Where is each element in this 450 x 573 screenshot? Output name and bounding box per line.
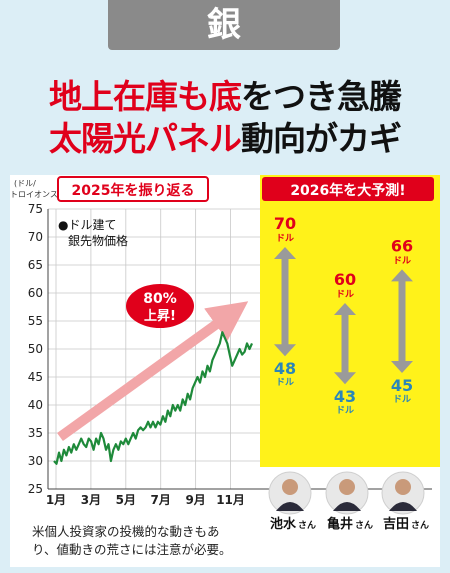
y-axis-label-bottom: トロイオンス) [10, 190, 61, 199]
forecast-arrow-up [274, 247, 296, 259]
forecast-label: 2026年を大予測! [290, 182, 405, 199]
y-tick-label: 50 [28, 342, 43, 356]
forecast-low-value: 45 [391, 376, 413, 395]
y-tick-label: 25 [28, 482, 43, 496]
x-tick-label: 7月 [151, 493, 171, 507]
forecast-arrow-down [334, 372, 356, 385]
avatar-suit-icon [333, 502, 361, 511]
headline-line-1: 地上在庫も底をつき急騰 [0, 70, 450, 118]
trend-arrow [57, 301, 249, 442]
y-tick-label: 65 [28, 258, 43, 272]
legend-entry-2: 銀先物価格 [68, 233, 128, 248]
avatar-suit-icon [389, 502, 417, 511]
callout-text: 上昇! [144, 309, 176, 324]
y-axis-label-top: (ドル/ [14, 179, 36, 188]
analyst-suffix: さん [411, 520, 429, 531]
forecast-arrow-up [391, 269, 413, 282]
avatar-face-icon [282, 479, 298, 495]
x-tick-label: 1月 [46, 493, 66, 507]
forecast-panel [260, 175, 440, 467]
forecast-high-unit: ドル [276, 233, 294, 244]
analyst-name: 池水 [270, 516, 297, 532]
forecast-high-value: 70 [274, 214, 296, 233]
forecast-high-unit: ドル [393, 255, 411, 266]
y-tick-label: 40 [28, 398, 43, 412]
callout-value: 80% [143, 291, 177, 307]
y-tick-label: 75 [28, 202, 43, 216]
forecast-arrow-down [391, 361, 413, 373]
note-line-2: り、値動きの荒さには注意が必要。 [32, 542, 232, 557]
section-label: 2025年を振り返る [72, 182, 195, 199]
headline-2-black: 動向がカギ [241, 119, 402, 158]
category-title: 銀 [108, 0, 340, 50]
x-tick-label: 9月 [185, 493, 205, 507]
headline-2-red: 太陽光パネル [49, 119, 242, 158]
x-tick-label: 3月 [81, 493, 101, 507]
forecast-high-unit: ドル [336, 289, 354, 300]
headline-1-black: をつき急騰 [241, 77, 402, 116]
forecast-label-box [262, 177, 434, 201]
avatar-face-icon [339, 479, 355, 495]
x-tick-label: 11月 [216, 493, 245, 507]
forecast-low-unit: ドル [276, 377, 294, 388]
y-tick-label: 35 [28, 426, 43, 440]
y-tick-label: 55 [28, 314, 43, 328]
chart-panel: 75 70 65 60 55 50 45 40 35 30 25 1月 3月 5月 7月 9月 11月 (ドル/… [10, 175, 440, 567]
analyst-name: 亀井 [327, 516, 353, 532]
y-tick-label: 45 [28, 370, 43, 384]
avatar-suit-icon [276, 502, 304, 511]
y-tick-label: 30 [28, 454, 43, 468]
forecast-arrow-up [334, 303, 356, 315]
headline-line-2: 太陽光パネル動向がカギ [0, 112, 450, 160]
section-label-box [57, 176, 209, 202]
analyst-suffix: さん [298, 520, 316, 531]
forecast-high-value: 60 [334, 270, 356, 289]
callout-bubble [126, 284, 194, 328]
forecast-arrow-down [274, 344, 296, 357]
forecast-low-value: 43 [334, 387, 356, 406]
x-tick-label: 5月 [116, 493, 136, 507]
avatar-face-icon [395, 479, 411, 495]
analyst-suffix: さん [355, 520, 373, 531]
headline-1-red: 地上在庫も底 [49, 77, 242, 116]
forecast-high-value: 66 [391, 236, 413, 255]
title-band: 銀 [0, 0, 450, 56]
analyst-name: 吉田 [383, 517, 409, 532]
price-series-line [53, 331, 254, 465]
legend-entry: ●ドル建て [58, 218, 116, 232]
y-tick-label: 60 [28, 286, 43, 300]
forecast-low-value: 48 [274, 359, 296, 378]
y-tick-label: 70 [28, 230, 43, 244]
note-line-1: 米個人投資家の投機的な動きもあ [32, 524, 220, 539]
forecast-low-unit: ドル [393, 394, 411, 405]
forecast-low-unit: ドル [336, 405, 354, 416]
